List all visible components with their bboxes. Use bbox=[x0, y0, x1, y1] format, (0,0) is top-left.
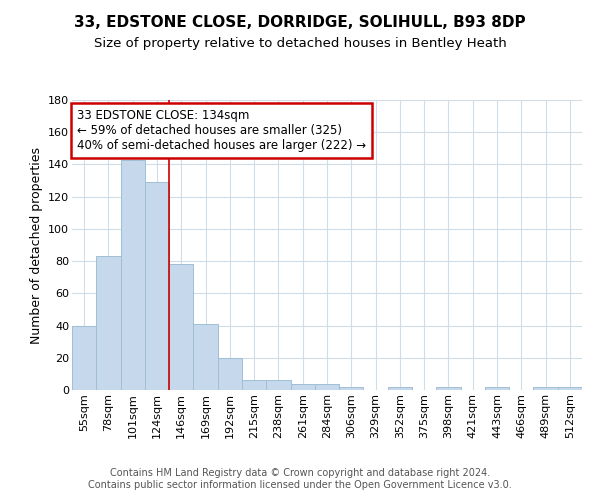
Bar bbox=[290, 384, 315, 390]
Bar bbox=[96, 256, 121, 390]
Bar bbox=[145, 182, 169, 390]
Text: Contains HM Land Registry data © Crown copyright and database right 2024.
Contai: Contains HM Land Registry data © Crown c… bbox=[88, 468, 512, 490]
Bar bbox=[533, 387, 558, 390]
Bar bbox=[558, 387, 582, 390]
Y-axis label: Number of detached properties: Number of detached properties bbox=[29, 146, 43, 344]
Bar bbox=[169, 264, 193, 390]
Bar bbox=[388, 387, 412, 390]
Bar bbox=[339, 387, 364, 390]
Text: Size of property relative to detached houses in Bentley Heath: Size of property relative to detached ho… bbox=[94, 38, 506, 51]
Bar bbox=[485, 387, 509, 390]
Bar bbox=[193, 324, 218, 390]
Bar bbox=[315, 384, 339, 390]
Bar bbox=[121, 160, 145, 390]
Bar bbox=[218, 358, 242, 390]
Bar bbox=[266, 380, 290, 390]
Bar bbox=[436, 387, 461, 390]
Bar bbox=[72, 326, 96, 390]
Text: 33, EDSTONE CLOSE, DORRIDGE, SOLIHULL, B93 8DP: 33, EDSTONE CLOSE, DORRIDGE, SOLIHULL, B… bbox=[74, 15, 526, 30]
Text: 33 EDSTONE CLOSE: 134sqm
← 59% of detached houses are smaller (325)
40% of semi-: 33 EDSTONE CLOSE: 134sqm ← 59% of detach… bbox=[77, 108, 366, 152]
Bar bbox=[242, 380, 266, 390]
